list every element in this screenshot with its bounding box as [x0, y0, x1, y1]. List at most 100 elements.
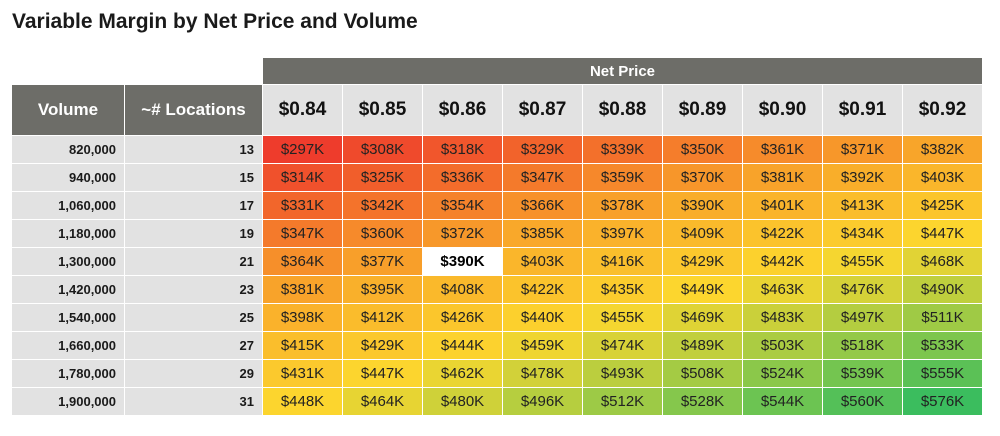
- margin-cell: $449K: [663, 276, 742, 303]
- margin-cell: $382K: [903, 136, 982, 163]
- margin-cell: $359K: [583, 164, 662, 191]
- margin-cell: $463K: [743, 276, 822, 303]
- locations-cell: 19: [125, 220, 262, 247]
- margin-cell: $308K: [343, 136, 422, 163]
- margin-cell: $329K: [503, 136, 582, 163]
- margin-cell: $409K: [663, 220, 742, 247]
- margin-cell: $354K: [423, 192, 502, 219]
- margin-cell: $422K: [503, 276, 582, 303]
- margin-cell: $390K: [663, 192, 742, 219]
- margin-cell: $318K: [423, 136, 502, 163]
- margin-cell: $497K: [823, 304, 902, 331]
- margin-cell: $468K: [903, 248, 982, 275]
- margin-cell: $325K: [343, 164, 422, 191]
- volume-cell: 1,900,000: [12, 388, 124, 415]
- price-column-header: $0.86: [423, 85, 502, 135]
- price-column-header: $0.85: [343, 85, 422, 135]
- locations-cell: 15: [125, 164, 262, 191]
- margin-cell: $403K: [503, 248, 582, 275]
- margin-cell: $392K: [823, 164, 902, 191]
- volume-cell: 1,660,000: [12, 332, 124, 359]
- volume-cell: 940,000: [12, 164, 124, 191]
- volume-cell: 820,000: [12, 136, 124, 163]
- net-price-group-header: Net Price: [263, 58, 982, 84]
- locations-cell: 17: [125, 192, 262, 219]
- margin-cell: $518K: [823, 332, 902, 359]
- margin-cell: $483K: [743, 304, 822, 331]
- locations-header: ~# Locations: [125, 85, 262, 135]
- margin-cell: $347K: [503, 164, 582, 191]
- margin-cell: $434K: [823, 220, 902, 247]
- margin-cell: $415K: [263, 332, 342, 359]
- margin-cell: $403K: [903, 164, 982, 191]
- margin-cell: $314K: [263, 164, 342, 191]
- margin-cell: $381K: [743, 164, 822, 191]
- margin-cell: $381K: [263, 276, 342, 303]
- margin-cell: $512K: [583, 388, 662, 415]
- margin-cell: $364K: [263, 248, 342, 275]
- margin-cell: $339K: [583, 136, 662, 163]
- margin-cell: $435K: [583, 276, 662, 303]
- margin-cell: $560K: [823, 388, 902, 415]
- margin-cell: $448K: [263, 388, 342, 415]
- margin-cell: $489K: [663, 332, 742, 359]
- margin-cell: $385K: [503, 220, 582, 247]
- volume-cell: 1,180,000: [12, 220, 124, 247]
- margin-cell: $413K: [823, 192, 902, 219]
- margin-cell: $455K: [823, 248, 902, 275]
- margin-cell: $297K: [263, 136, 342, 163]
- margin-cell: $469K: [663, 304, 742, 331]
- margin-cell: $524K: [743, 360, 822, 387]
- margin-cell: $370K: [663, 164, 742, 191]
- margin-cell: $508K: [663, 360, 742, 387]
- margin-cell: $336K: [423, 164, 502, 191]
- margin-cell: $576K: [903, 388, 982, 415]
- volume-cell: 1,780,000: [12, 360, 124, 387]
- margin-cell: $408K: [423, 276, 502, 303]
- locations-cell: 27: [125, 332, 262, 359]
- margin-cell: $429K: [343, 332, 422, 359]
- margin-cell: $474K: [583, 332, 662, 359]
- margin-cell: $447K: [343, 360, 422, 387]
- margin-cell: $412K: [343, 304, 422, 331]
- chart-title: Variable Margin by Net Price and Volume: [12, 10, 418, 33]
- locations-cell: 21: [125, 248, 262, 275]
- margin-cell: $398K: [263, 304, 342, 331]
- margin-cell: $342K: [343, 192, 422, 219]
- margin-cell: $378K: [583, 192, 662, 219]
- margin-cell: $539K: [823, 360, 902, 387]
- margin-cell: $426K: [423, 304, 502, 331]
- volume-cell: 1,300,000: [12, 248, 124, 275]
- margin-cell: $425K: [903, 192, 982, 219]
- price-column-header: $0.92: [903, 85, 982, 135]
- price-column-header: $0.87: [503, 85, 582, 135]
- margin-cell: $431K: [263, 360, 342, 387]
- margin-cell: $416K: [583, 248, 662, 275]
- margin-cell: $372K: [423, 220, 502, 247]
- margin-cell: $503K: [743, 332, 822, 359]
- locations-cell: 13: [125, 136, 262, 163]
- margin-cell: $347K: [263, 220, 342, 247]
- margin-cell: $360K: [343, 220, 422, 247]
- margin-cell: $533K: [903, 332, 982, 359]
- margin-cell: $377K: [343, 248, 422, 275]
- margin-cell: $476K: [823, 276, 902, 303]
- margin-cell: $480K: [423, 388, 502, 415]
- volume-cell: 1,540,000: [12, 304, 124, 331]
- locations-cell: 29: [125, 360, 262, 387]
- price-column-header: $0.88: [583, 85, 662, 135]
- price-column-header: $0.84: [263, 85, 342, 135]
- margin-cell: $555K: [903, 360, 982, 387]
- margin-cell: $444K: [423, 332, 502, 359]
- margin-cell: $442K: [743, 248, 822, 275]
- margin-cell: $464K: [343, 388, 422, 415]
- margin-cell: $490K: [903, 276, 982, 303]
- price-column-header: $0.90: [743, 85, 822, 135]
- margin-cell: $331K: [263, 192, 342, 219]
- locations-cell: 31: [125, 388, 262, 415]
- margin-cell: $429K: [663, 248, 742, 275]
- volume-cell: 1,060,000: [12, 192, 124, 219]
- margin-cell: $455K: [583, 304, 662, 331]
- margin-cell: $395K: [343, 276, 422, 303]
- margin-cell: $371K: [823, 136, 902, 163]
